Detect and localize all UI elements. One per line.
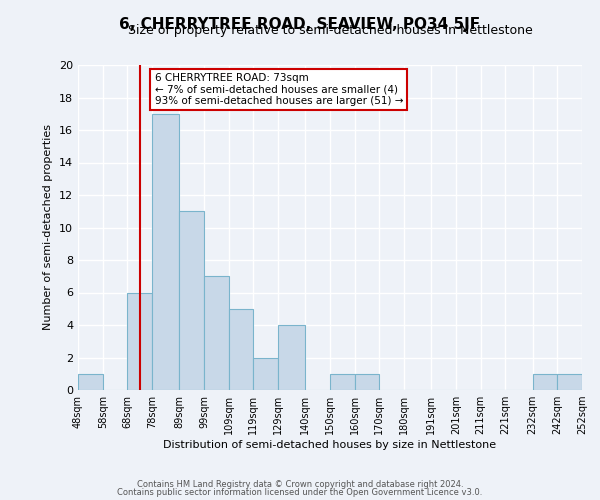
Bar [127,292,152,390]
Bar [229,308,253,390]
Bar [330,374,355,390]
Y-axis label: Number of semi-detached properties: Number of semi-detached properties [43,124,53,330]
Text: Contains public sector information licensed under the Open Government Licence v3: Contains public sector information licen… [118,488,482,497]
Text: 6, CHERRYTREE ROAD, SEAVIEW, PO34 5JF: 6, CHERRYTREE ROAD, SEAVIEW, PO34 5JF [119,18,481,32]
Bar [533,374,557,390]
Title: Size of property relative to semi-detached houses in Nettlestone: Size of property relative to semi-detach… [128,24,532,38]
X-axis label: Distribution of semi-detached houses by size in Nettlestone: Distribution of semi-detached houses by … [163,440,497,450]
Bar [278,325,305,390]
Bar [179,211,204,390]
Bar [557,374,582,390]
Bar [78,374,103,390]
Text: 6 CHERRYTREE ROAD: 73sqm
← 7% of semi-detached houses are smaller (4)
93% of sem: 6 CHERRYTREE ROAD: 73sqm ← 7% of semi-de… [155,73,403,106]
Bar [253,358,278,390]
Text: Contains HM Land Registry data © Crown copyright and database right 2024.: Contains HM Land Registry data © Crown c… [137,480,463,489]
Bar [204,276,229,390]
Bar [152,114,179,390]
Bar [355,374,379,390]
